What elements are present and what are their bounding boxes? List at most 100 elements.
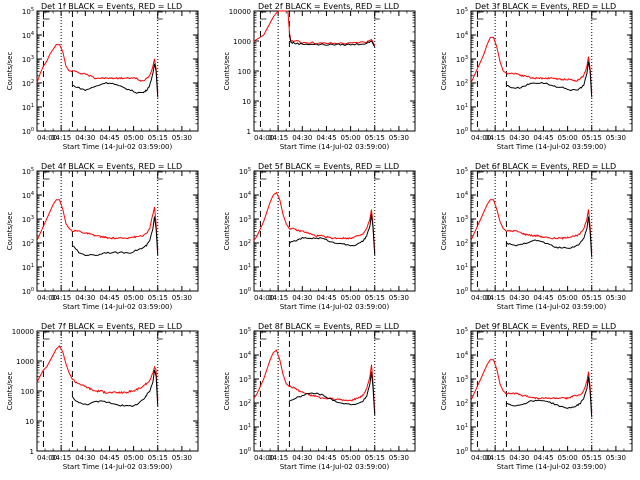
x-tick-label: 04:45 (316, 134, 336, 142)
events-series-line (72, 63, 159, 98)
x-tick-label: 04:00 (471, 454, 491, 462)
detector-panel-3: Det 3f BLACK = Events, RED = LLD 100 101 10… (440, 2, 633, 151)
y-tick-label: 103 (22, 55, 34, 64)
y-tick-label: 105 (22, 167, 34, 176)
attenuator-marker (43, 11, 50, 20)
x-tick-label: 05:15 (148, 454, 168, 462)
x-tick-label: 04:30 (292, 294, 312, 302)
x-tick-label: 05:00 (558, 294, 578, 302)
y-tick-label: 103 (456, 215, 468, 224)
detector-panel-1: Det 1f BLACK = Events, RED = LLD 100 101 10… (6, 2, 199, 151)
attenuator-marker (157, 331, 163, 340)
x-tick-label: 05:30 (606, 294, 626, 302)
x-tick-label: 05:30 (606, 454, 626, 462)
chart-title: Det 2f BLACK = Events, RED = LLD (258, 2, 399, 11)
attenuator-marker (591, 171, 597, 180)
y-tick-label: 101 (239, 423, 251, 432)
x-tick-label: 05:15 (148, 134, 168, 142)
detector-panel-6: Det 6f BLACK = Events, RED = LLD 100 101 10… (440, 162, 633, 311)
y-tick-label: 100 (456, 127, 468, 136)
y-tick-label: 100 (238, 68, 251, 76)
y-tick-label: 102 (22, 239, 34, 248)
y-tick-label: 101 (22, 103, 34, 112)
chart-title: Det 1f BLACK = Events, RED = LLD (41, 2, 182, 11)
events-series-line (288, 34, 376, 48)
attenuator-marker (374, 171, 380, 180)
detector-panel-8: Det 8f BLACK = Events, RED = LLD 100 101 10… (223, 322, 416, 471)
x-tick-label: 04:30 (75, 454, 95, 462)
events-series-line (289, 371, 376, 416)
y-tick-label: 1 (30, 448, 34, 456)
chart-title: Det 8f BLACK = Events, RED = LLD (258, 322, 399, 331)
attenuator-marker (591, 11, 597, 20)
x-tick-label: 05:15 (148, 294, 168, 302)
detector-panel-2: Det 2f BLACK = Events, RED = LLD 1 10 100 10… (223, 2, 416, 151)
y-tick-label: 102 (456, 399, 468, 408)
y-tick-label: 102 (22, 79, 34, 88)
lld-series-line (470, 199, 593, 253)
chart-title: Det 5f BLACK = Events, RED = LLD (258, 162, 399, 171)
y-tick-label: 104 (239, 191, 251, 200)
y-tick-label: 103 (456, 55, 468, 64)
y-tick-label: 104 (22, 191, 34, 200)
attenuator-marker (477, 331, 484, 340)
events-series-line (72, 216, 159, 257)
x-axis-label: Start Time (14-Jul-02 03:59:00) (63, 463, 173, 471)
y-tick-label: 100 (239, 287, 251, 296)
x-tick-label: 05:15 (365, 294, 385, 302)
lld-series-line (253, 191, 376, 253)
x-tick-label: 04:15 (51, 454, 71, 462)
x-tick-label: 05:30 (606, 134, 626, 142)
x-tick-label: 04:15 (51, 134, 71, 142)
y-tick-label: 101 (22, 263, 34, 272)
attenuator-marker (477, 171, 484, 180)
x-tick-label: 04:00 (471, 134, 491, 142)
x-tick-label: 05:30 (172, 454, 192, 462)
chart-title: Det 4f BLACK = Events, RED = LLD (41, 162, 182, 171)
attenuator-marker (157, 171, 163, 180)
chart-title: Det 6f BLACK = Events, RED = LLD (475, 162, 616, 171)
x-tick-label: 05:00 (341, 454, 361, 462)
y-tick-label: 105 (456, 327, 468, 336)
attenuator-marker (260, 331, 267, 340)
y-tick-label: 100 (456, 287, 468, 296)
y-tick-label: 103 (456, 375, 468, 384)
x-axis-label: Start Time (14-Jul-02 03:59:00) (497, 303, 607, 311)
attenuator-marker (374, 11, 380, 20)
x-tick-label: 05:15 (365, 134, 385, 142)
y-tick-label: 103 (22, 215, 34, 224)
x-tick-label: 04:00 (37, 454, 57, 462)
attenuator-marker (260, 11, 267, 20)
events-series-line (506, 376, 593, 418)
x-tick-label: 04:30 (509, 294, 529, 302)
lld-series-line (470, 36, 593, 93)
y-axis-label: Counts/sec (440, 52, 448, 91)
y-tick-label: 104 (456, 351, 468, 360)
x-tick-label: 05:00 (124, 134, 144, 142)
y-tick-label: 100 (22, 287, 34, 296)
y-tick-label: 1000 (233, 38, 251, 46)
detector-panel-5: Det 5f BLACK = Events, RED = LLD 100 101 10… (223, 162, 416, 311)
x-tick-label: 05:15 (582, 134, 602, 142)
y-tick-label: 103 (239, 215, 251, 224)
y-tick-label: 1 (247, 128, 251, 136)
x-tick-label: 04:45 (99, 294, 119, 302)
detector-panel-4: Det 4f BLACK = Events, RED = LLD 100 101 10… (6, 162, 199, 311)
x-axis-label: Start Time (14-Jul-02 03:59:00) (280, 303, 390, 311)
lld-series-line (253, 349, 376, 413)
y-tick-label: 104 (456, 191, 468, 200)
x-tick-label: 05:00 (558, 454, 578, 462)
events-series-line (506, 61, 593, 98)
x-tick-label: 05:30 (172, 134, 192, 142)
x-tick-label: 04:15 (268, 294, 288, 302)
x-tick-label: 05:30 (172, 294, 192, 302)
x-axis-label: Start Time (14-Jul-02 03:59:00) (280, 463, 390, 471)
lld-series-line (36, 44, 159, 93)
x-tick-label: 04:00 (254, 454, 274, 462)
x-tick-label: 05:30 (389, 134, 409, 142)
y-axis-label: Counts/sec (440, 372, 448, 411)
x-tick-label: 05:00 (341, 294, 361, 302)
attenuator-marker (43, 331, 50, 340)
y-tick-label: 104 (22, 31, 34, 40)
